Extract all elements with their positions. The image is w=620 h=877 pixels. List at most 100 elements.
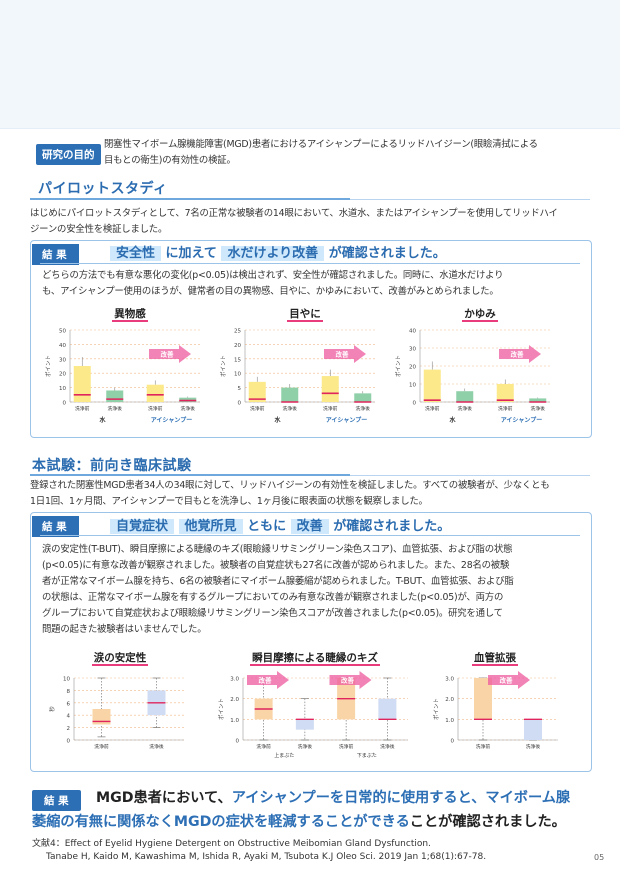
trial-result-line-2: (p<0.05)に有意な改善が観察されました。被験者の自覚症状も27名に改善が認… <box>42 560 510 571</box>
purpose-line-2: 目もとの衛生)の有効性の検証。 <box>104 155 236 166</box>
y-tick-label: 20 <box>409 365 416 371</box>
bar <box>456 391 474 402</box>
pilot-title-underline <box>30 198 350 200</box>
final-text-4: ことが確認されました。 <box>409 814 566 830</box>
final-text-2: アイシャンプーを日常的に使用すると、マイボーム腺 <box>231 790 571 806</box>
group-label: アイシャンプー <box>151 416 193 424</box>
trial-result-headline: 自覚症状 他覚所見 ともに 改善 が確認されました。 <box>110 515 450 534</box>
y-tick-label: 50 <box>59 329 66 335</box>
group-label: 上まぶた <box>274 752 294 759</box>
box <box>295 719 314 730</box>
y-tick-label: 0 <box>63 401 67 407</box>
x-tick-label: 洗浄前 <box>339 743 354 750</box>
x-tick-label: 洗浄後 <box>108 405 123 412</box>
bar <box>529 398 547 402</box>
bar <box>281 387 299 402</box>
chart3-title: かゆみ <box>410 306 550 322</box>
trial-intro-line-2: 1日1回、1ヶ月間、アイシャンプーで目もとを洗浄し、1ヶ月後に眼表面の状態を観察… <box>30 496 428 507</box>
improve-arrow <box>324 345 366 363</box>
trial-result-line-4: の状態は、正常なマイボーム腺を有するグループにおいてのみ有意な改善が観察されまし… <box>42 592 504 603</box>
pilot-hl-improve: 水だけより改善 <box>221 246 325 261</box>
pilot-title: パイロットスタディ <box>38 181 168 197</box>
pilot-result-headline: 安全性 に加えて 水だけより改善 が確認されました。 <box>110 242 446 261</box>
x-tick-label: 洗浄前 <box>425 405 440 412</box>
group-label: 水 <box>274 416 281 424</box>
improve-label: 改善 <box>341 676 355 685</box>
y-tick-label: 6 <box>67 701 71 707</box>
improve-label: 改善 <box>161 350 175 359</box>
group-label: 水 <box>99 416 106 424</box>
improve-arrow <box>488 671 530 689</box>
improve-arrow <box>247 671 289 689</box>
final-text-3: 萎縮の有無に関係なくMGDの症状を軽減することができる <box>32 814 410 830</box>
trial-hl-subjective: 自覚症状 <box>110 519 175 534</box>
y-tick-label: 20 <box>234 343 241 349</box>
trial-intro-line-1: 登録された閉塞性MGD患者34人の34眼に対して、リッドハイジーンの有効性を検証… <box>30 480 550 491</box>
y-tick-label: 8 <box>67 689 71 695</box>
group-label: アイシャンプー <box>501 416 543 424</box>
chart5-title-text: 瞬目摩擦による睫縁のキズ <box>250 652 380 666</box>
improve-arrow <box>499 345 541 363</box>
bar <box>248 381 266 402</box>
bar <box>496 384 514 402</box>
x-tick-label: 洗浄後 <box>181 405 196 412</box>
bar <box>73 366 91 402</box>
pilot-intro-line-1: はじめにパイロットスタディとして、7名の正常な被験者の14眼において、水道水、ま… <box>30 208 558 219</box>
trial-result-text: 涙の安定性(T-BUT)、瞬目摩擦による睫縁のキズ(眼瞼縁リサミングリーン染色ス… <box>42 542 590 638</box>
y-tick-label: 0 <box>451 739 455 745</box>
y-tick-label: 2 <box>67 726 71 732</box>
y-axis-label: 秒 <box>48 706 56 712</box>
purpose-text: 閉塞性マイボーム腺機能障害(MGD)患者におけるアイシャンプーによるリッドハイジ… <box>104 137 594 169</box>
chart4-title: 涙の安定性 <box>55 650 185 666</box>
x-tick-label: 洗浄後 <box>149 743 164 750</box>
x-tick-label: 洗浄後 <box>531 405 546 412</box>
improve-label: 改善 <box>511 350 525 359</box>
y-tick-label: 10 <box>409 383 416 389</box>
pilot-title-underline-light <box>350 199 590 200</box>
purpose-tag: 研究の目的 <box>36 144 101 165</box>
box <box>378 698 397 720</box>
y-tick-label: 30 <box>59 357 66 363</box>
reference-label: 文献4： <box>32 839 65 849</box>
pilot-result-text: どちらの方法でも有意な悪化の変化(p<0.05)は検出されず、安全性が確認されま… <box>42 268 587 300</box>
y-tick-label: 1.0 <box>445 718 454 724</box>
reference: 文献4：Effect of Eyelid Hygiene Detergent o… <box>32 838 486 864</box>
x-tick-label: 洗浄後 <box>380 743 395 750</box>
x-tick-label: 洗浄後 <box>356 405 371 412</box>
y-tick-label: 3.0 <box>230 677 239 683</box>
reference-line-1: Effect of Eyelid Hygiene Detergent on Ob… <box>64 839 431 849</box>
improve-label: 改善 <box>259 676 273 685</box>
chart6-title-text: 血管拡張 <box>472 652 518 666</box>
y-tick-label: 25 <box>234 329 241 335</box>
bar <box>354 393 372 402</box>
trial-hl-objective: 他覚所見 <box>178 519 243 534</box>
y-tick-label: 30 <box>409 347 416 353</box>
x-tick-label: 洗浄前 <box>256 743 271 750</box>
pilot-result-tag: 結 果 <box>32 244 79 265</box>
y-tick-label: 0 <box>413 401 417 407</box>
improve-arrow <box>149 345 191 363</box>
chart2-title-text: 目やに <box>287 308 323 322</box>
trial-intro: 登録された閉塞性MGD患者34人の34眼に対して、リッドハイジーンの有効性を検証… <box>30 478 605 510</box>
y-tick-label: 1.0 <box>230 718 239 724</box>
chart3-title-text: かゆみ <box>462 308 498 322</box>
x-tick-label: 洗浄前 <box>498 405 513 412</box>
y-tick-label: 0 <box>67 739 71 745</box>
y-tick-label: 0 <box>238 401 242 407</box>
pilot-result-line-1: どちらの方法でも有意な悪化の変化(p<0.05)は検出されず、安全性が確認されま… <box>42 270 504 281</box>
x-tick-label: 洗浄前 <box>476 743 491 750</box>
y-tick-label: 4 <box>67 714 71 720</box>
group-label: 水 <box>449 416 456 424</box>
chart1-title-text: 異物感 <box>112 308 148 322</box>
final-result-text-2: 萎縮の有無に関係なくMGDの症状を軽減することができることが確認されました。 <box>32 810 566 834</box>
trial-result-line-1: 涙の安定性(T-BUT)、瞬目摩擦による睫縁のキズ(眼瞼縁リサミングリーン染色ス… <box>42 544 513 555</box>
improve-label: 改善 <box>500 676 514 685</box>
pilot-result-line-2: も、アイシャンプー使用のほうが、健常者の目の異物感、目やに、かゆみにおいて、改善… <box>42 286 499 297</box>
improve-arrow <box>329 671 372 689</box>
trial-hl-improve: 改善 <box>290 519 329 534</box>
final-result-text: MGD患者において、アイシャンプーを日常的に使用すると、マイボーム腺 <box>96 786 570 810</box>
y-tick-label: 10 <box>234 372 241 378</box>
x-tick-label: 洗浄前 <box>323 405 338 412</box>
